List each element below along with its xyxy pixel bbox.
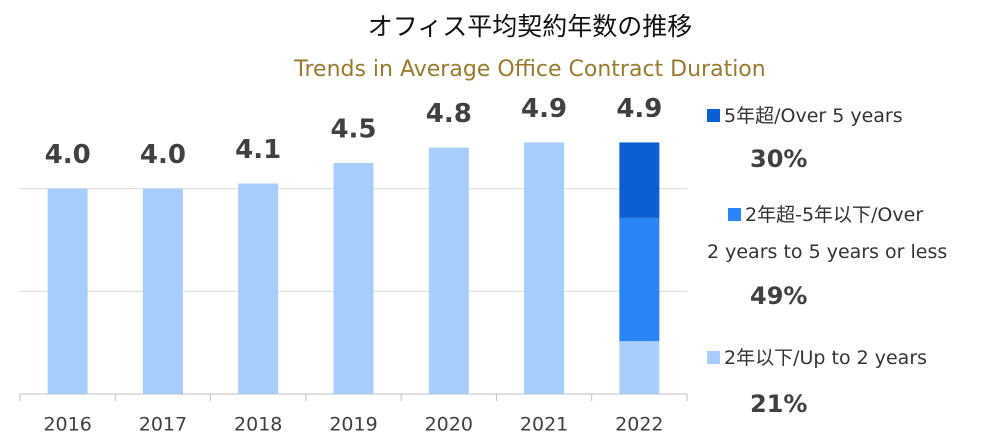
bar <box>142 188 183 394</box>
data-label: 4.8 <box>426 99 472 129</box>
data-label: 4.5 <box>330 115 376 145</box>
data-label: 4.9 <box>521 94 567 124</box>
x-tick-label: 2021 <box>520 414 568 436</box>
bar-segment <box>619 341 660 394</box>
bar <box>524 142 565 394</box>
x-tick-label: 2016 <box>43 414 91 436</box>
legend-value: 30% <box>750 145 808 173</box>
bar-segment <box>619 217 660 342</box>
bar-segment <box>619 142 660 218</box>
bar <box>333 163 374 394</box>
chart-title: オフィス平均契約年数の推移 <box>368 12 693 41</box>
bar <box>47 188 88 394</box>
data-label: 4.0 <box>45 140 91 170</box>
legend-marker <box>707 109 720 122</box>
legend-marker <box>728 208 741 221</box>
x-tick-label: 2017 <box>139 414 187 436</box>
legend-marker <box>707 351 720 364</box>
data-label: 4.0 <box>140 140 186 170</box>
legend-value: 49% <box>750 282 808 310</box>
x-tick-label: 2022 <box>615 414 663 436</box>
legend-item: 2年超-5年以下/Over 2 years to 5 years or less <box>707 197 947 271</box>
legend-value: 21% <box>750 390 808 418</box>
legend-label: 5年超/Over 5 years <box>724 105 903 127</box>
data-label: 4.9 <box>616 94 662 124</box>
legend-item: 2年以下/Up to 2 years <box>707 340 927 377</box>
chart-subtitle: Trends in Average Office Contract Durati… <box>293 57 765 82</box>
bar <box>238 183 279 394</box>
data-label: 4.1 <box>235 135 281 165</box>
legend-item: 5年超/Over 5 years <box>707 98 903 135</box>
legend-label: 2年以下/Up to 2 years <box>724 347 928 369</box>
bar <box>428 147 469 394</box>
x-tick-label: 2020 <box>425 414 473 436</box>
x-tick-label: 2019 <box>329 414 377 436</box>
x-tick-label: 2018 <box>234 414 282 436</box>
legend-label: 2年超-5年以下/Over 2 years to 5 years or less <box>707 204 948 263</box>
